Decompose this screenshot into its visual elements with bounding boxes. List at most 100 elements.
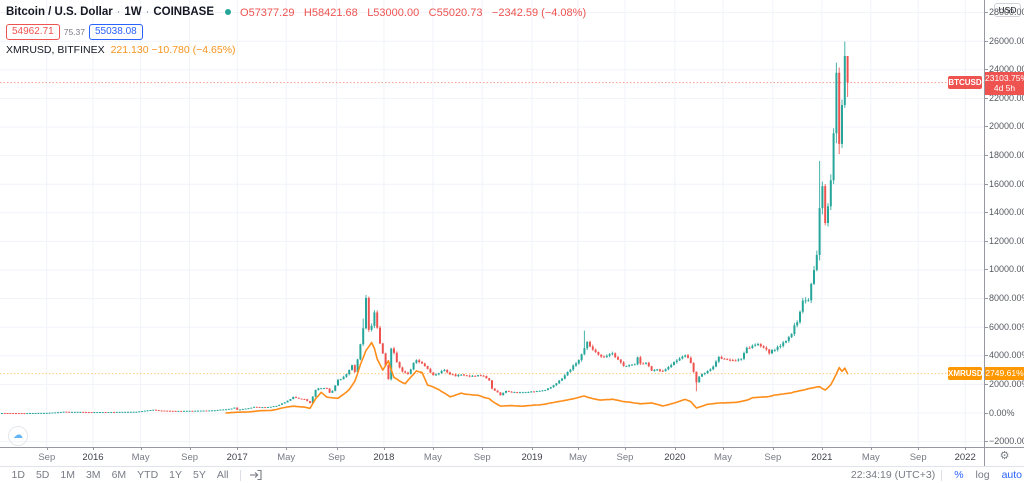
price-axis-tick-label: 14000.00% <box>985 207 1024 217</box>
price-axis-tick-label: 12000.00% <box>985 236 1024 246</box>
symbol-title[interactable]: Bitcoin / U.S. Dollar <box>6 6 113 18</box>
percent-scale-toggle[interactable]: % <box>954 469 964 481</box>
range-button-1m[interactable]: 1M <box>60 469 75 481</box>
toolbar-divider <box>941 469 943 481</box>
spread-value: 75.37 <box>63 27 85 37</box>
time-axis-tick-mark <box>674 447 676 450</box>
time-axis-tick-label: May <box>568 452 587 463</box>
range-button-all[interactable]: All <box>216 469 229 481</box>
time-axis-tick-mark <box>772 447 774 450</box>
price-axis-tick-label: −2000.00% <box>985 436 1024 446</box>
range-button-3m[interactable]: 3M <box>85 469 101 481</box>
compare-symbol-row[interactable]: XMRUSD, BITFINEX 221.130 −10.780 (−4.65%… <box>6 44 591 56</box>
bottom-toolbar: 1D 5D 1M 3M 6M YTD 1Y 5Y All 22:34:19 (U… <box>0 467 1024 483</box>
range-button-6m[interactable]: 6M <box>111 469 127 481</box>
chart-plot-area[interactable] <box>0 0 984 447</box>
price-axis-tick-label: 4000.00% <box>985 350 1024 360</box>
cloud-logo-icon[interactable]: ☁ <box>8 426 28 446</box>
toolbar-border <box>0 466 1024 467</box>
gear-icon[interactable]: ⚙ <box>999 450 1010 462</box>
time-axis-tick-label: May <box>131 452 150 463</box>
time-axis-tick-label: 2021 <box>811 452 833 463</box>
range-button-5d[interactable]: 5D <box>35 469 50 481</box>
range-button-1d[interactable]: 1D <box>11 469 25 481</box>
compare-symbol-values: 221.130 −10.780 (−4.65%) <box>110 44 236 56</box>
time-axis-tick-label: 2016 <box>82 452 104 463</box>
price-axis-tick-label: 2000.00% <box>985 379 1024 389</box>
time-axis-tick-label: 2020 <box>664 452 686 463</box>
time-axis-tick-mark <box>723 447 724 450</box>
time-axis-tick-mark <box>432 447 434 450</box>
time-axis-tick-label: Sep <box>328 452 346 463</box>
time-axis-tick-label: Sep <box>616 452 634 463</box>
btc-price-value: 23103.75% <box>985 72 1024 83</box>
go-to-date-icon <box>250 469 262 481</box>
high-value: H58421.68 <box>303 7 358 19</box>
range-button-5y[interactable]: 5Y <box>193 469 206 481</box>
price-axis-tick-label: 10000.00% <box>985 264 1024 274</box>
price-axis-tick-label: 18000.00% <box>985 150 1024 160</box>
low-value: L53000.00 <box>367 7 420 19</box>
time-axis-border <box>0 447 1024 448</box>
xmr-symbol-price-tag: XMRUSD <box>948 367 983 381</box>
ask-button[interactable]: 55038.08 <box>89 24 143 40</box>
time-axis-tick-mark <box>577 447 579 450</box>
price-axis-tick-label: 6000.00% <box>985 322 1024 332</box>
time-axis-tick-label: Sep <box>181 452 199 463</box>
price-axis-tick-label: 22000.00% <box>985 93 1024 103</box>
interval-label[interactable]: 1W <box>124 6 142 18</box>
time-axis-tick-label: 2019 <box>521 452 543 463</box>
xmr-price-label: 2749.61% <box>985 367 1024 381</box>
time-axis-tick-label: 2022 <box>954 452 976 463</box>
time-axis-tick-mark <box>625 447 626 450</box>
time-axis-tick-mark <box>918 447 920 450</box>
compare-symbol-title[interactable]: XMRUSD, BITFINEX <box>6 44 105 56</box>
range-button-ytd[interactable]: YTD <box>137 469 159 481</box>
exchange-label: COINBASE <box>153 6 215 18</box>
go-to-date-button[interactable] <box>249 468 263 482</box>
time-axis-tick-mark <box>336 447 338 450</box>
price-axis-tick-label: 8000.00% <box>985 293 1024 303</box>
clock-timezone-button[interactable]: 22:34:19 (UTC+3) <box>850 469 936 481</box>
time-axis-tick-mark <box>482 447 484 450</box>
ohlc-values: O57377.29 H58421.68 L53000.00 C55020.73 … <box>240 3 591 21</box>
time-axis-tick-label: May <box>423 452 442 463</box>
chart-legend: Bitcoin / U.S. Dollar · 1W · COINBASE O5… <box>6 3 591 56</box>
time-axis-tick-label: May <box>277 452 296 463</box>
time-axis-tick-mark <box>286 447 288 450</box>
auto-scale-toggle[interactable]: auto <box>1001 469 1022 481</box>
change-value: −2342.59 (−4.08%) <box>491 7 587 19</box>
log-scale-toggle[interactable]: log <box>975 469 990 481</box>
price-axis-tick-label: 28000.00% <box>985 7 1024 17</box>
time-axis-tick-label: Sep <box>909 452 927 463</box>
range-button-1y[interactable]: 1Y <box>169 469 182 481</box>
bid-button[interactable]: 54962.71 <box>6 24 60 40</box>
time-axis-tick-mark <box>965 447 967 450</box>
time-axis-tick-label: Sep <box>764 452 782 463</box>
time-axis-tick-mark <box>189 447 191 450</box>
currency-toggle-button[interactable]: USD <box>994 3 1021 17</box>
price-axis-tick-label: 26000.00% <box>985 36 1024 46</box>
time-axis[interactable]: Sep 2016 May Sep 2017 May Sep 2018 May Sep 2019 May… <box>0 447 984 466</box>
btc-bar-countdown: 4d 5h <box>993 82 1016 93</box>
btc-symbol-price-tag: BTCUSD <box>948 76 982 90</box>
time-axis-tick-mark <box>821 447 823 450</box>
main-symbol-row[interactable]: Bitcoin / U.S. Dollar · 1W · COINBASE O5… <box>6 3 591 21</box>
bid-ask-row: 54962.71 75.37 55038.08 <box>6 24 591 40</box>
market-status-icon <box>225 9 232 15</box>
separator: · <box>145 6 150 18</box>
time-axis-tick-mark <box>46 447 48 450</box>
price-axis-border <box>984 0 985 466</box>
close-value: C55020.73 <box>428 7 483 19</box>
time-axis-tick-mark <box>140 447 142 450</box>
btc-price-label: 23103.75% 4d 5h <box>985 71 1024 95</box>
price-axis-tick-label: 16000.00% <box>985 179 1024 189</box>
axis-settings-corner[interactable]: ⚙ <box>985 448 1024 466</box>
price-axis-tick-label: 20000.00% <box>985 121 1024 131</box>
time-axis-tick-mark <box>383 447 385 450</box>
time-axis-tick-label: May <box>714 452 732 463</box>
time-axis-tick-mark <box>870 447 872 450</box>
price-axis-tick-label: 0.00% <box>985 408 1015 418</box>
separator: · <box>116 6 121 18</box>
